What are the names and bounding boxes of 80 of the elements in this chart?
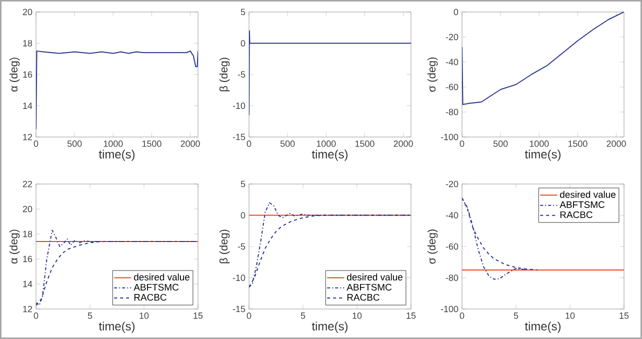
y-axis-title: σ (deg) [427,230,438,264]
y-axis-title: β (deg) [219,58,230,92]
y-tick-label: 20 [22,8,32,16]
x-tick-label: 0 [460,312,464,319]
x-tick-label: 2000 [394,140,413,147]
y-tick-label: -60 [446,243,458,250]
y-tick-label: -40 [446,212,458,218]
x-tick-label: 1500 [355,140,374,147]
y-tick-label: -100 [440,306,458,312]
y-tick-label: -15 [232,306,246,312]
legend-label: RACBC [134,294,166,301]
x-tick-label: 10 [140,312,149,319]
y-tick-label: 0 [240,40,246,46]
y-tick-label: 14 [23,102,32,109]
x-tick-label: 1000 [316,140,336,147]
y-tick-label: 14 [23,280,32,288]
y-tick-label: 18 [23,230,32,238]
y-tick-label: 12 [23,134,32,140]
x-axis-title: time(s) [524,322,561,333]
y-tick-label: 0 [454,8,458,16]
y-tick-label: -15 [232,134,246,140]
x-tick-label: 1000 [104,140,123,147]
legend-label: RACBC [560,211,592,218]
y-tick-label: -10 [232,274,246,281]
x-tick-label: 2000 [606,140,626,147]
x-tick-label: 5 [88,312,92,319]
x-tick-label: 0 [460,140,464,147]
y-tick-label: 0 [240,212,246,218]
x-tick-label: 15 [620,312,629,319]
y-tick-label: -5 [238,71,246,78]
y-tick-label: 18 [23,40,32,46]
x-axis-title: time(s) [312,150,348,161]
legend-label: ABFTSMC [560,201,605,208]
legend-label: ABFTSMC [134,284,179,291]
y-tick-label: -10 [232,102,246,109]
legend-label: RACBC [347,294,380,301]
x-tick-label: 1000 [530,140,549,147]
x-axis-title: time(s) [312,322,348,333]
legend-label: ABFTSMC [346,284,392,291]
legend-label: desired value [560,190,616,198]
x-tick-label: 15 [406,312,416,319]
y-axis-title: α (deg) [9,58,20,92]
x-axis-title: time(s) [524,150,561,161]
x-tick-label: 1500 [142,140,162,147]
x-tick-label: 5 [514,312,518,319]
x-tick-label: 10 [566,312,575,319]
x-tick-label: 2000 [180,140,200,147]
x-tick-label: 0 [34,140,38,147]
y-tick-label: -100 [440,134,458,140]
legend-label: desired value [134,274,190,280]
x-tick-label: 15 [194,312,203,319]
x-axis-title: time(s) [98,150,135,161]
x-tick-label: 500 [67,140,82,147]
y-tick-label: -60 [446,84,458,90]
x-tick-label: 500 [493,140,508,147]
y-tick-label: 12 [23,306,32,312]
x-tick-label: 0 [34,312,38,319]
x-tick-label: 0 [246,140,252,147]
x-axis-title: time(s) [98,322,135,333]
y-axis-title: α (deg) [9,230,20,264]
y-tick-label: 22 [22,180,32,188]
y-axis-title: σ (deg) [427,57,438,92]
x-tick-label: 10 [352,312,362,319]
y-axis-title: β (deg) [219,230,230,264]
y-tick-label: -80 [446,274,458,281]
y-tick-label: -80 [446,108,458,116]
y-tick-label: 5 [240,180,246,188]
y-tick-label: 16 [23,256,32,262]
y-tick-label: -40 [446,58,458,66]
x-tick-label: 5 [300,312,306,319]
y-tick-label: 20 [22,206,32,212]
x-tick-label: 500 [280,140,295,147]
y-tick-label: -5 [238,243,246,250]
legend-label: desired value [347,274,403,280]
y-tick-label: -20 [446,34,458,40]
x-tick-label: 1500 [568,140,588,147]
y-tick-label: -20 [446,180,458,188]
x-tick-label: 0 [246,312,252,319]
y-tick-label: 5 [240,8,246,16]
y-tick-label: 16 [23,71,32,78]
